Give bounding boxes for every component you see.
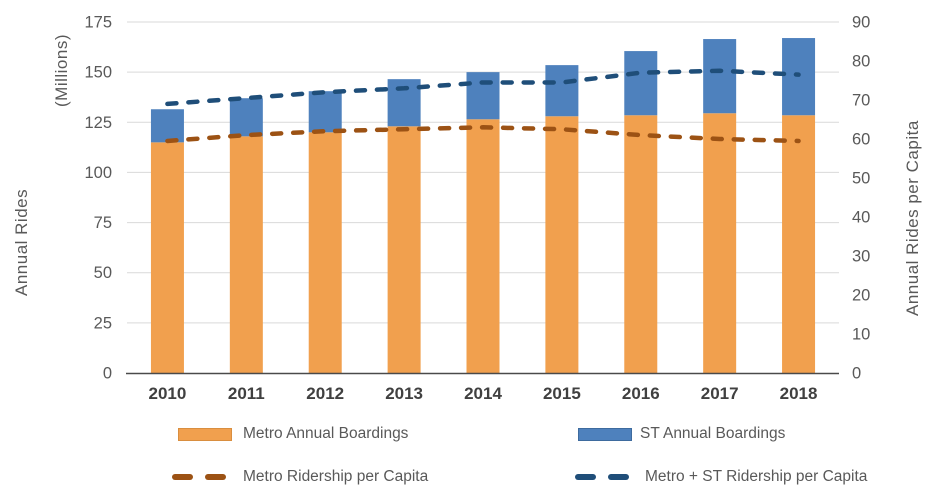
legend-label-metro-st-ridership-per-capita: Metro + ST Ridership per Capita bbox=[645, 468, 868, 485]
st-bar-2011 bbox=[229, 98, 263, 137]
metro-per-capita-line bbox=[165, 125, 801, 144]
left-tick-175: 175 bbox=[84, 14, 112, 32]
left-tick-125: 125 bbox=[84, 114, 112, 132]
right-tick-60: 60 bbox=[852, 131, 870, 149]
legend-key-st-annual-boardings bbox=[578, 428, 632, 441]
st-bar-2015 bbox=[545, 65, 579, 117]
legend-label-metro-annual-boardings: Metro Annual Boardings bbox=[243, 425, 409, 442]
st-bar-2012 bbox=[308, 91, 342, 133]
metro-bar-2013 bbox=[387, 126, 421, 373]
right-tick-0: 0 bbox=[852, 365, 861, 383]
legend-label-metro-ridership-per-capita: Metro Ridership per Capita bbox=[243, 468, 429, 485]
st-bar-2016 bbox=[624, 51, 658, 116]
metro-bar-2016 bbox=[624, 115, 658, 373]
x-tick-2016: 2016 bbox=[622, 384, 660, 403]
legend-label-st-annual-boardings: ST Annual Boardings bbox=[640, 425, 786, 442]
x-tick-2017: 2017 bbox=[701, 384, 739, 403]
left-tick-75: 75 bbox=[94, 214, 112, 232]
x-tick-2014: 2014 bbox=[464, 384, 502, 403]
x-tick-2018: 2018 bbox=[780, 384, 818, 403]
st-bar-2010 bbox=[150, 109, 184, 143]
right-tick-10: 10 bbox=[852, 326, 870, 344]
st-bar-2017 bbox=[703, 39, 737, 114]
dash-icon bbox=[172, 474, 193, 480]
st-bar-2014 bbox=[466, 72, 500, 120]
metro-bar-2011 bbox=[229, 136, 263, 373]
right-tick-70: 70 bbox=[852, 92, 870, 110]
right-tick-40: 40 bbox=[852, 209, 870, 227]
plot-area: 0 25 50 75 100 125 150 175 0 10 20 30 40 50 60 70 80 90 20… bbox=[84, 14, 870, 404]
right-tick-80: 80 bbox=[852, 53, 870, 71]
metro-bar-2010 bbox=[150, 142, 184, 373]
legend-key-metro-ridership-per-capita bbox=[172, 474, 226, 480]
legend-key-metro-st-ridership-per-capita bbox=[575, 474, 629, 480]
left-tick-0: 0 bbox=[103, 365, 112, 383]
x-tick-2010: 2010 bbox=[149, 384, 187, 403]
total-per-capita-line bbox=[165, 68, 801, 107]
left-tick-25: 25 bbox=[94, 314, 112, 332]
left-tick-100: 100 bbox=[84, 164, 112, 182]
dash-icon bbox=[575, 474, 596, 480]
x-tick-2015: 2015 bbox=[543, 384, 581, 403]
metro-bar-2015 bbox=[545, 116, 579, 374]
metro-bar-2017 bbox=[703, 113, 737, 373]
x-tick-2011: 2011 bbox=[228, 384, 265, 403]
right-tick-30: 30 bbox=[852, 248, 870, 266]
x-tick-2013: 2013 bbox=[385, 384, 423, 403]
left-tick-150: 150 bbox=[84, 64, 112, 82]
metro-bar-2012 bbox=[308, 132, 342, 373]
legend-key-metro-annual-boardings bbox=[178, 428, 232, 441]
right-tick-20: 20 bbox=[852, 287, 870, 305]
dash-icon bbox=[608, 474, 629, 480]
left-tick-50: 50 bbox=[94, 264, 112, 282]
right-tick-50: 50 bbox=[852, 170, 870, 188]
metro-bar-2018 bbox=[782, 115, 816, 373]
right-tick-90: 90 bbox=[852, 14, 870, 32]
dash-icon bbox=[205, 474, 226, 480]
x-tick-2012: 2012 bbox=[306, 384, 344, 403]
metro-bar-2014 bbox=[466, 119, 500, 373]
